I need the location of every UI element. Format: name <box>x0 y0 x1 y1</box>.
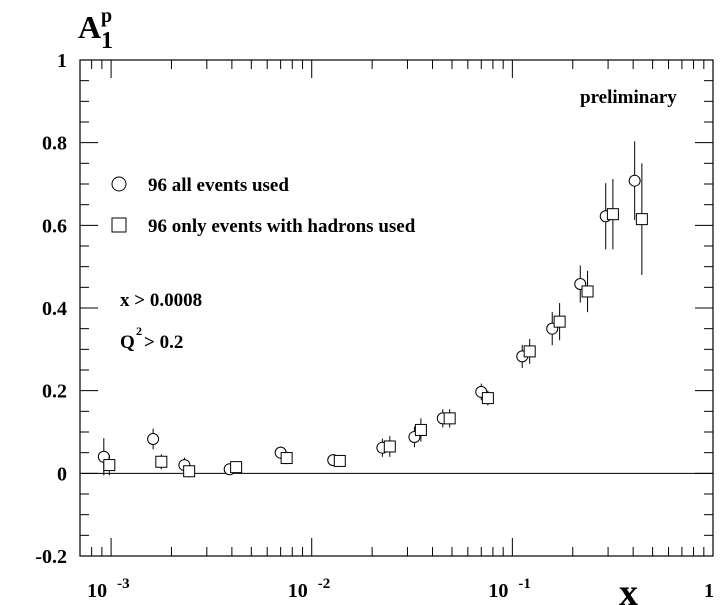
legend-circle-marker <box>111 176 127 192</box>
legend-label-all-events: 96 all events used <box>148 175 289 196</box>
y-tick-label: 0.8 <box>42 133 67 155</box>
data-point-square <box>280 452 293 465</box>
x-tick-label: 10 <box>488 580 508 602</box>
axes: -0.2 0 0.2 0.4 0.6 0.8 1 10 -3 10 -2 10 -1 1 <box>35 50 714 602</box>
y-axis-label-subscript: 1 <box>101 28 113 54</box>
x-axis-label: x <box>619 572 638 605</box>
legend-label-hadron-events: 96 only events with hadrons used <box>148 216 416 237</box>
data-point-square <box>333 454 346 467</box>
y-tick-label: 1 <box>57 50 67 72</box>
data-point-square <box>155 455 168 468</box>
y-tick-label: 0.4 <box>42 298 67 320</box>
data-marks <box>97 141 648 478</box>
data-point-square <box>443 412 456 425</box>
data-point-square <box>183 465 196 478</box>
q2-cut-annotation-value: > 0.2 <box>144 332 183 353</box>
data-point-square <box>383 440 396 453</box>
data-point-square <box>581 285 594 298</box>
y-axis-label-superscript: p <box>101 5 112 27</box>
x-tick-label: 10 <box>87 580 107 602</box>
data-point-square <box>481 392 494 405</box>
data-point-square <box>523 345 536 358</box>
data-point-square <box>230 461 243 474</box>
data-point-circle <box>147 433 160 446</box>
data-point-circle <box>628 174 641 187</box>
y-tick-label: 0 <box>57 463 67 485</box>
data-point-square <box>414 423 427 436</box>
y-tick-label: 0.2 <box>42 381 67 403</box>
x-tick-label-exponent: -1 <box>518 576 531 592</box>
x-tick-label: 10 <box>288 580 308 602</box>
x-tick-label-exponent: -3 <box>117 576 130 592</box>
y-tick-label: -0.2 <box>35 546 67 568</box>
x-cut-annotation: x > 0.0008 <box>120 290 202 311</box>
preliminary-annotation: preliminary <box>580 87 677 108</box>
q2-cut-annotation-q: Q <box>120 332 135 353</box>
x-tick-label: 1 <box>704 580 714 602</box>
x-tick-label-exponent: -2 <box>318 576 331 592</box>
data-point-square <box>635 213 648 226</box>
q2-cut-annotation-exponent: 2 <box>136 324 142 338</box>
y-tick-label: 0.6 <box>42 215 67 237</box>
y-axis-label: A <box>78 9 101 45</box>
data-point-square <box>606 208 619 221</box>
data-point-square <box>103 459 116 472</box>
legend-square-marker <box>111 217 127 233</box>
data-point-square <box>553 315 566 328</box>
